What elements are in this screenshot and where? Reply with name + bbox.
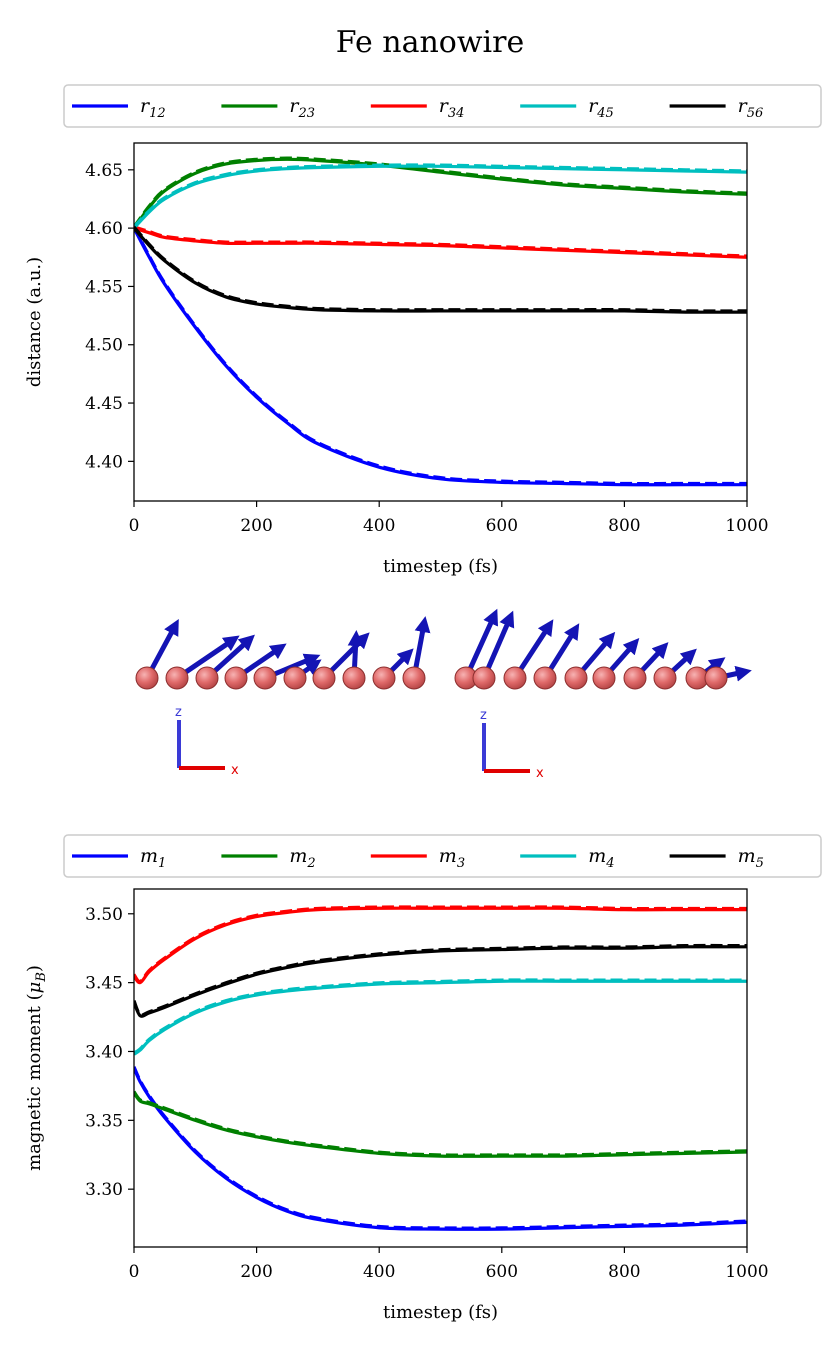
distance-chart: r12 r23 r34 r45 r56 0 200 400 600 800 1000 4.40 4.4…: [24, 84, 822, 577]
legend-label: r34: [439, 95, 465, 121]
series-line-dashed-m5: [134, 943, 747, 1017]
x-axis-label: x: [536, 766, 544, 781]
y-tick-label: 3.40: [85, 1042, 123, 1062]
legend-box: [63, 834, 822, 878]
left-spin-chain: [135, 616, 431, 690]
x-axis-label: timestep (fs): [383, 1302, 498, 1323]
series-line-dashed-m2: [134, 1090, 747, 1157]
x-axis-arrow: [484, 769, 530, 773]
y-tick-label: 4.65: [85, 161, 123, 181]
series-line-dashed-r45: [134, 163, 747, 229]
y-tick-label: 4.45: [85, 394, 123, 414]
figure-title: Fe nanowire: [336, 25, 524, 60]
moment-legend: m1 m2 m3 m4 m5: [63, 834, 822, 878]
series-line-r12: [134, 227, 747, 487]
y-tick-label: 4.55: [85, 277, 123, 297]
y-tick-label: 4.40: [85, 452, 123, 472]
series-line-dashed-r23: [134, 156, 747, 228]
distance-plot-area: 0 200 400 600 800 1000 4.40 4.45 4.50 4.55 4.60 4.6…: [24, 142, 769, 577]
fe-atom: [503, 666, 527, 690]
fe-atom: [224, 666, 248, 690]
x-tick-label: 0: [129, 516, 140, 536]
fe-atom: [402, 666, 426, 690]
fe-atom: [472, 666, 496, 690]
y-axis-label: distance (a.u.): [24, 257, 45, 387]
series-line-dashed-m4: [134, 978, 747, 1055]
x-tick-label: 1000: [725, 1262, 768, 1282]
x-axis-arrow: [179, 766, 225, 770]
x-tick-label: 800: [608, 1262, 640, 1282]
legend-label: r12: [140, 95, 166, 121]
right-spin-chain: [454, 608, 752, 690]
z-axis-label: z: [480, 708, 487, 723]
x-tick-label: 200: [240, 1262, 272, 1282]
legend-box: [63, 84, 822, 128]
x-tick-label: 800: [608, 516, 640, 536]
magnetic-moment-chart: m1 m2 m3 m4 m5 0 200 400 600 800 1000 3.30 3.35 3.40…: [24, 834, 822, 1323]
series-line-m2: [134, 1091, 747, 1158]
x-tick-label: 400: [363, 516, 395, 536]
series-line-dashed-r34: [134, 225, 747, 258]
fe-atom: [623, 666, 647, 690]
z-axis-arrow: [177, 720, 181, 768]
fe-atom: [342, 666, 366, 690]
distance-legend: r12 r23 r34 r45 r56: [63, 84, 822, 128]
fe-atom: [195, 666, 219, 690]
fe-atom: [372, 666, 396, 690]
fe-atom: [592, 666, 616, 690]
z-axis-label: z: [175, 705, 182, 720]
legend-label: r56: [738, 95, 764, 121]
series-line-dashed-m1: [134, 1066, 747, 1230]
x-tick-label: 0: [129, 1262, 140, 1282]
z-axis-arrow: [482, 723, 486, 771]
fe-atom: [653, 666, 677, 690]
y-tick-label: 3.45: [85, 974, 123, 994]
right-axis-triad: zx: [480, 708, 544, 781]
x-tick-label: 400: [363, 1262, 395, 1282]
legend-label: m5: [738, 845, 764, 871]
legend-label: m4: [588, 845, 614, 871]
fe-atom: [165, 666, 189, 690]
series-lines: [134, 156, 747, 487]
fe-atom: [135, 666, 159, 690]
legend-label: r23: [289, 95, 315, 121]
x-axis-label: timestep (fs): [383, 556, 498, 577]
axes-frame: [133, 142, 748, 502]
fe-atom: [564, 666, 588, 690]
y-tick-label: 4.60: [85, 219, 123, 239]
y-tick-label: 3.50: [85, 905, 123, 925]
legend-label: m3: [439, 845, 465, 871]
series-line-r45: [134, 164, 747, 230]
y-tick-label: 4.50: [85, 336, 123, 356]
x-tick-label: 1000: [725, 516, 768, 536]
y-axis-label: magnetic moment (μB): [24, 965, 49, 1171]
y-tick-label: 3.35: [85, 1111, 123, 1131]
series-line-m4: [134, 979, 747, 1056]
fe-atom: [283, 666, 307, 690]
x-axis-label: x: [231, 763, 239, 778]
series-line-m1: [134, 1067, 747, 1231]
series-line-dashed-m3: [134, 905, 747, 984]
legend-label: r45: [588, 95, 614, 121]
moment-plot-area: 0 200 400 600 800 1000 3.30 3.35 3.40 3.45 3.50 tim…: [24, 888, 769, 1323]
series-line-dashed-r12: [134, 226, 747, 486]
legend-label: m2: [289, 845, 315, 871]
series-line-dashed-r56: [134, 225, 747, 313]
fe-atom: [312, 666, 336, 690]
series-lines: [134, 905, 747, 1231]
fe-atom: [704, 666, 728, 690]
left-axis-triad: zx: [175, 705, 239, 778]
x-tick-label: 200: [240, 516, 272, 536]
fe-atom: [533, 666, 557, 690]
series-line-m3: [134, 906, 747, 985]
y-tick-label: 3.30: [85, 1180, 123, 1200]
x-tick-label: 600: [486, 516, 518, 536]
x-tick-label: 600: [486, 1262, 518, 1282]
legend-label: m1: [140, 845, 166, 871]
axes-frame: [133, 888, 748, 1248]
fe-atom: [253, 666, 277, 690]
